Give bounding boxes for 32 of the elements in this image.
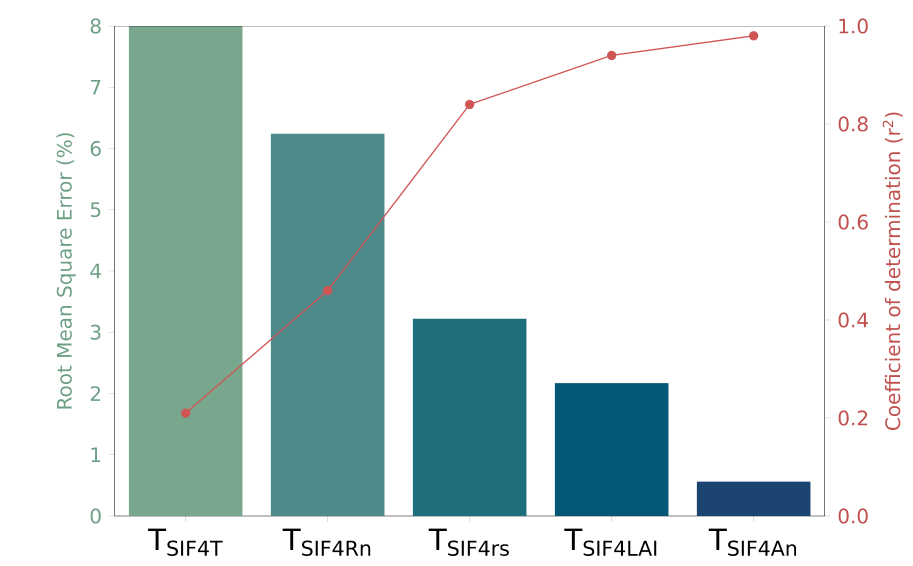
- y-tick-label: 0: [90, 508, 101, 524]
- bar: [696, 482, 810, 516]
- y2-tick-label: 0.6: [838, 214, 868, 230]
- y-tick-label: 3: [90, 324, 100, 340]
- bar: [270, 134, 384, 516]
- y-tick-label: 4: [90, 264, 101, 278]
- x-tick-label: T$_{SIF4LAI}$: [564, 528, 656, 556]
- point: [465, 100, 474, 110]
- y-tick-label: 2: [90, 386, 100, 401]
- x-tick-label: T$_{SIF4rs}$: [428, 528, 509, 556]
- y2-tick-label: 0.2: [838, 410, 868, 426]
- y2-tick-label: 1.0: [839, 18, 868, 34]
- point: [323, 286, 332, 296]
- y-tick-label: 6: [90, 140, 101, 156]
- y-tick-label: 5: [90, 202, 100, 218]
- y2-tick-label: 0.4: [838, 312, 868, 328]
- point: [607, 50, 616, 60]
- x-tick-label: T$_{SIF4Rn}$: [282, 528, 370, 556]
- y2-axis-title: Coefficient of determination (r$^{2}$): [882, 112, 903, 430]
- bar: [554, 383, 668, 516]
- x-tick-label: T$_{SIF4T}$: [148, 528, 223, 556]
- y2-tick-label: 0.8: [838, 116, 868, 132]
- y-tick-label: 7: [90, 80, 100, 95]
- y-tick-label: 1: [92, 447, 100, 462]
- bar: [128, 26, 242, 516]
- bar: [412, 318, 526, 516]
- point: [181, 408, 190, 418]
- x-tick-label: T$_{SIF4An}$: [708, 528, 796, 556]
- point: [748, 31, 758, 40]
- y-axis-title: Root Mean Square Error (%): [56, 133, 76, 409]
- y-tick-label: 8: [90, 18, 101, 34]
- y2-tick-label: 0.0: [838, 508, 868, 524]
